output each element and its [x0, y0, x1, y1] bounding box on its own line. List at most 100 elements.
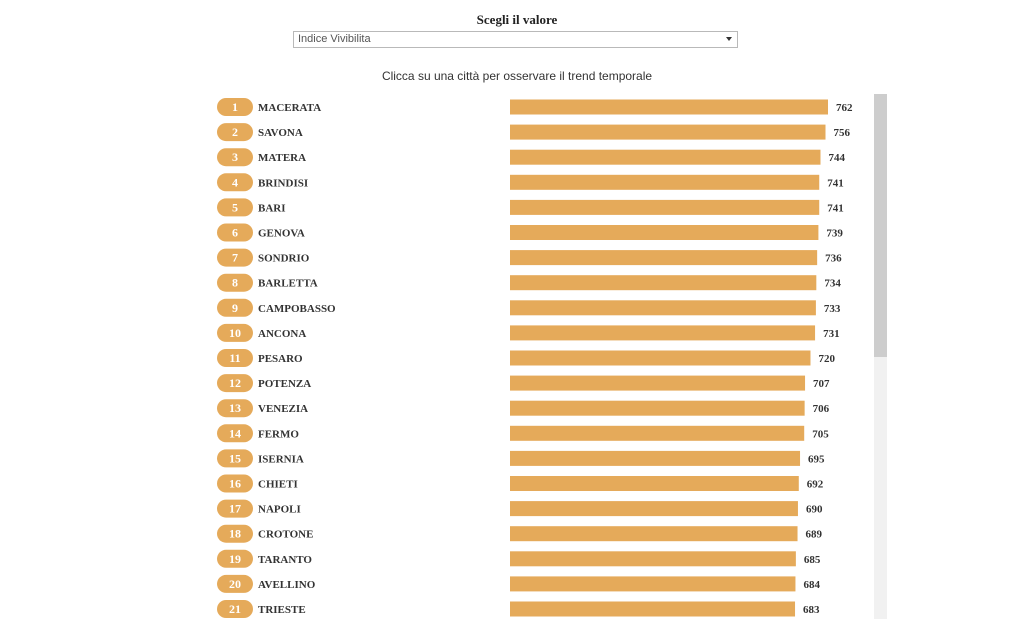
bar[interactable] — [510, 375, 806, 391]
city-label[interactable]: BARLETTA — [258, 278, 318, 290]
city-label[interactable]: BRINDISI — [258, 177, 308, 189]
city-label[interactable]: GENOVA — [258, 228, 305, 240]
rank-label: 11 — [229, 351, 240, 365]
value-label: 706 — [813, 403, 830, 415]
rank-label: 21 — [229, 602, 241, 616]
chart-row[interactable]: 2 SAVONA 756 — [217, 123, 850, 142]
rank-badge — [217, 198, 253, 217]
scrollbar[interactable] — [874, 94, 887, 619]
value-label: 684 — [803, 579, 820, 591]
city-label[interactable]: MATERA — [258, 152, 306, 164]
bar[interactable] — [510, 350, 811, 366]
bar[interactable] — [510, 250, 818, 266]
city-label[interactable]: MACERATA — [258, 102, 321, 114]
chart-row[interactable]: 17 NAPOLI 690 — [217, 499, 823, 518]
rank-label: 18 — [229, 527, 241, 541]
city-label[interactable]: TRIESTE — [258, 604, 306, 616]
chart-row[interactable]: 1 MACERATA 762 — [217, 98, 853, 116]
bar[interactable] — [510, 526, 798, 542]
chevron-down-icon[interactable] — [726, 37, 732, 41]
city-label[interactable]: SAVONA — [258, 127, 303, 139]
chart-row[interactable]: 4 BRINDISI 741 — [217, 173, 844, 192]
bar[interactable] — [510, 275, 817, 291]
rank-label: 19 — [229, 552, 241, 566]
scrollbar-thumb[interactable] — [874, 94, 887, 357]
rank-badge — [217, 123, 253, 142]
city-label[interactable]: CROTONE — [258, 529, 313, 541]
chart-row[interactable]: 20 AVELLINO 684 — [217, 574, 820, 593]
bar[interactable] — [510, 501, 798, 517]
chart-row[interactable]: 12 POTENZA 707 — [217, 374, 830, 393]
rank-label: 7 — [232, 251, 238, 265]
bar[interactable] — [510, 601, 796, 617]
chart-row[interactable]: 15 ISERNIA 695 — [217, 449, 825, 468]
chart-row[interactable]: 19 TARANTO 685 — [217, 549, 821, 568]
chart-row[interactable]: 18 CROTONE 689 — [217, 524, 823, 543]
rank-label: 1 — [232, 100, 238, 114]
value-select[interactable]: Indice Vivibilita — [293, 31, 738, 48]
chart-row[interactable]: 7 SONDRIO 736 — [217, 248, 842, 267]
chart-row[interactable]: 14 FERMO 705 — [217, 424, 829, 443]
rank-label: 12 — [229, 376, 241, 390]
bar[interactable] — [510, 199, 820, 215]
value-label: 692 — [807, 479, 824, 491]
city-label[interactable]: PESARO — [258, 353, 303, 365]
bar[interactable] — [510, 400, 805, 416]
city-label[interactable]: ANCONA — [258, 328, 306, 340]
city-label[interactable]: SONDRIO — [258, 253, 310, 265]
chart-row[interactable]: 6 GENOVA 739 — [217, 223, 843, 242]
bar[interactable] — [510, 225, 819, 240]
bar[interactable] — [510, 476, 799, 491]
bar[interactable] — [510, 99, 828, 115]
chart-row[interactable]: 16 CHIETI 692 — [217, 474, 824, 493]
city-label[interactable]: BARI — [258, 202, 286, 214]
city-label[interactable]: FERMO — [258, 428, 299, 440]
city-label[interactable]: CHIETI — [258, 479, 298, 491]
rank-badge — [217, 574, 253, 593]
rank-label: 2 — [232, 125, 238, 139]
bar[interactable] — [510, 174, 820, 190]
city-label[interactable]: TARANTO — [258, 554, 312, 566]
rank-badge — [217, 600, 253, 618]
city-label[interactable]: ISERNIA — [258, 453, 304, 465]
rank-badge — [217, 248, 253, 267]
rank-label: 14 — [229, 426, 241, 440]
chart-row[interactable]: 3 MATERA 744 — [217, 148, 845, 167]
chart-row[interactable]: 10 ANCONA 731 — [217, 323, 840, 342]
rank-label: 20 — [229, 577, 241, 591]
bar[interactable] — [510, 149, 821, 165]
value-label: 756 — [833, 127, 850, 139]
rank-label: 3 — [232, 150, 238, 164]
chart-row[interactable]: 5 BARI 741 — [217, 198, 844, 217]
rank-badge — [217, 399, 253, 418]
bar[interactable] — [510, 450, 801, 466]
chart-row[interactable]: 8 BARLETTA 734 — [217, 273, 841, 292]
value-label: 690 — [806, 504, 823, 516]
city-label[interactable]: POTENZA — [258, 378, 311, 390]
instruction-text: Clicca su una città per osservare il tre… — [381, 69, 653, 83]
value-label: 734 — [824, 278, 841, 290]
value-label: 695 — [808, 453, 825, 465]
bar[interactable] — [510, 325, 816, 341]
bar[interactable] — [510, 551, 796, 567]
chart-row[interactable]: 9 CAMPOBASSO 733 — [217, 298, 841, 317]
chart-row[interactable]: 13 VENEZIA 706 — [217, 399, 830, 418]
rank-label: 5 — [232, 200, 238, 214]
city-label[interactable]: AVELLINO — [258, 579, 316, 591]
rank-badge — [217, 98, 253, 116]
rank-badge — [217, 148, 253, 167]
city-label[interactable]: NAPOLI — [258, 504, 301, 516]
value-label: 683 — [803, 604, 820, 616]
bar[interactable] — [510, 576, 796, 592]
chart-row[interactable]: 11 PESARO 720 — [217, 349, 835, 367]
city-label[interactable]: CAMPOBASSO — [258, 303, 336, 315]
city-label[interactable]: VENEZIA — [258, 403, 308, 415]
bar[interactable] — [510, 425, 805, 441]
chart-row[interactable]: 21 TRIESTE 683 — [217, 600, 820, 618]
rank-badge — [217, 349, 253, 367]
rank-label: 8 — [232, 276, 238, 290]
rank-label: 13 — [229, 401, 241, 415]
rank-badge — [217, 323, 253, 342]
bar[interactable] — [510, 124, 826, 140]
bar[interactable] — [510, 300, 816, 316]
